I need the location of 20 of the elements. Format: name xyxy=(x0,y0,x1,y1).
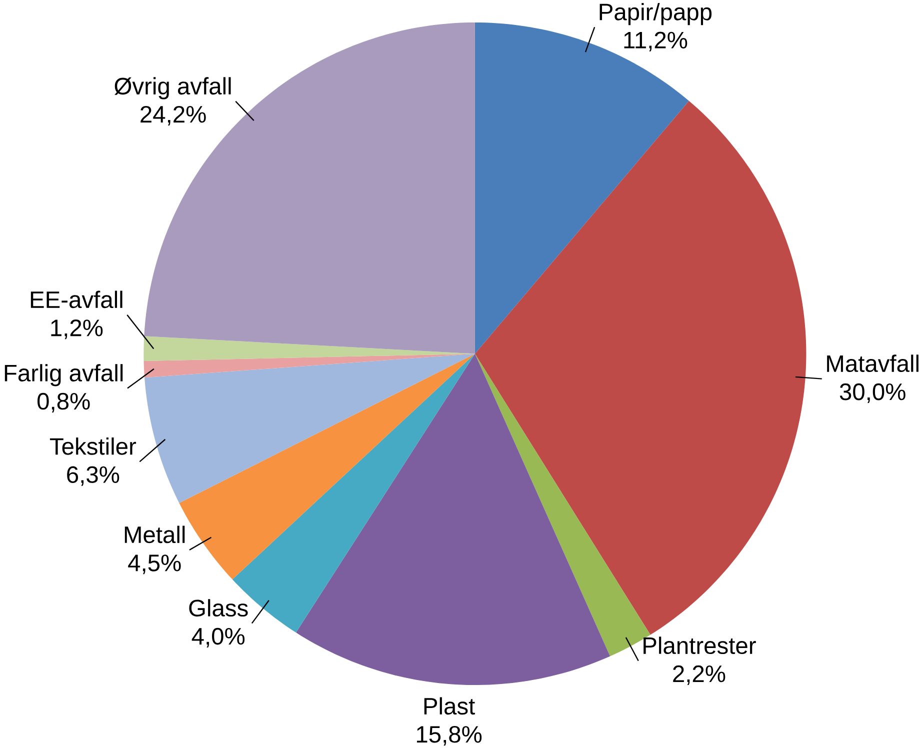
data-label: 0,8% xyxy=(38,393,90,413)
data-label: 1,2% xyxy=(51,320,103,340)
slice-label: Plast xyxy=(424,697,475,715)
data-label: 15,8% xyxy=(416,726,482,746)
slice-label: Metall xyxy=(124,526,185,544)
slice-label: Plantrester xyxy=(644,636,756,654)
slice-label: Farlig avfall xyxy=(4,364,123,386)
data-label: 2,2% xyxy=(673,666,726,686)
slice-label: Glass xyxy=(189,599,248,617)
slice-label: Tekstiler xyxy=(50,438,136,456)
data-label: 4,0% xyxy=(192,628,245,648)
slice-label: EE-avfall xyxy=(30,290,122,308)
data-label: 30,0% xyxy=(840,384,906,404)
data-label: 11,2% xyxy=(624,32,688,52)
data-label: 6,3% xyxy=(67,466,120,486)
slice-label: Matavfall xyxy=(827,354,918,372)
data-label: 24,2% xyxy=(140,106,206,126)
slice-label: Papir/papp xyxy=(600,3,712,26)
data-label: 4,5% xyxy=(128,554,181,574)
slice-label: Øvrig avfall xyxy=(114,77,231,100)
